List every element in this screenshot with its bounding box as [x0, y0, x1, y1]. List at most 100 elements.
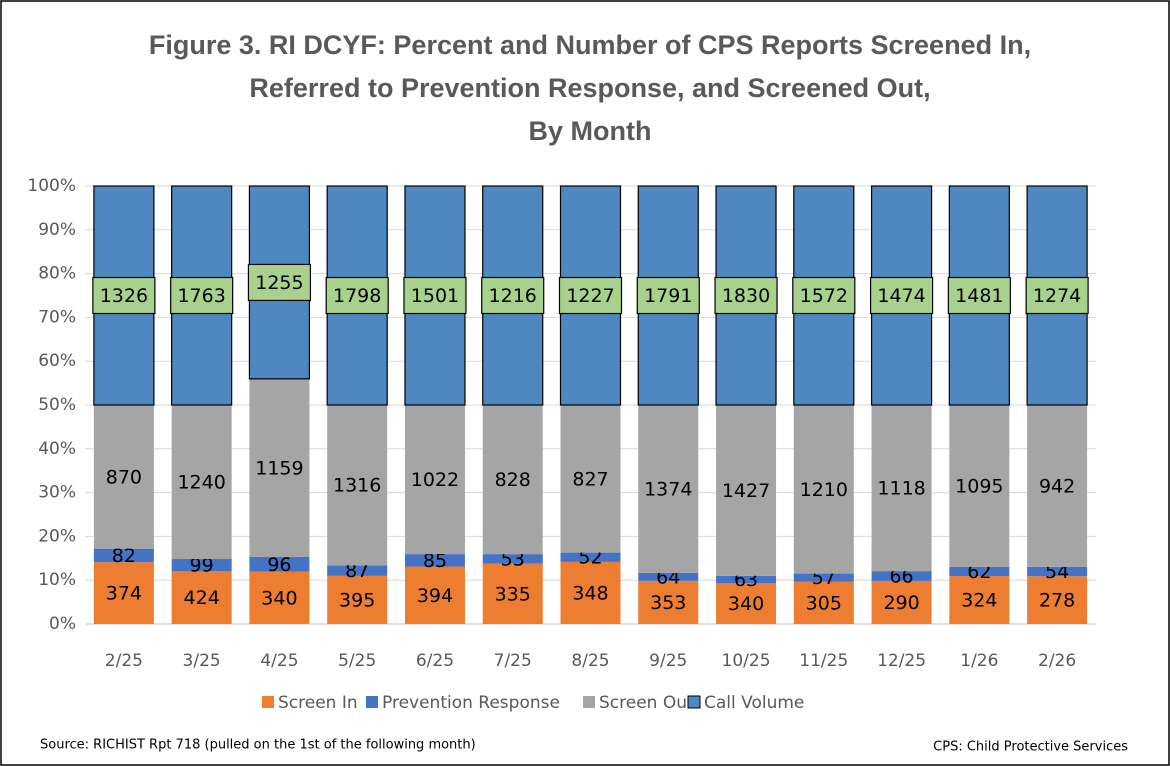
chart-title: Figure 3. RI DCYF: Percent and Number of… — [149, 30, 1031, 60]
legend-label: Prevention Response — [382, 693, 560, 713]
bar-segment — [560, 561, 621, 624]
bar-segment — [482, 554, 543, 564]
data-label: 340 — [728, 593, 764, 615]
bar-segment — [793, 573, 854, 582]
bar-segment — [327, 405, 388, 566]
data-label: 1501 — [411, 285, 459, 307]
bar-segment — [404, 405, 465, 555]
x-tick-label: 7/25 — [494, 651, 532, 671]
data-label: 324 — [961, 590, 997, 612]
data-label: 278 — [1039, 590, 1075, 612]
label-box — [481, 276, 545, 315]
bar-segment — [249, 378, 310, 557]
data-label: 305 — [806, 592, 842, 614]
data-label: 1481 — [955, 285, 1003, 307]
bar-segment — [638, 573, 699, 581]
bar-segment — [249, 571, 310, 624]
bar-segment — [949, 576, 1010, 624]
x-tick-label: 2/26 — [1038, 651, 1076, 671]
label-box — [558, 276, 623, 315]
data-label: 395 — [339, 589, 375, 611]
data-label: 1118 — [877, 478, 925, 500]
x-tick-label: 1/26 — [960, 651, 998, 671]
legend-swatch — [262, 696, 274, 708]
label-box — [325, 276, 389, 315]
data-label: 1830 — [722, 285, 770, 307]
bar-segment — [716, 575, 777, 584]
bar-segment — [793, 405, 854, 574]
data-label: 1274 — [1033, 285, 1081, 307]
label-box — [792, 276, 856, 315]
data-label: 1798 — [333, 285, 381, 307]
data-label: 827 — [572, 468, 608, 490]
data-label: 870 — [106, 466, 142, 488]
bar-segment — [871, 580, 932, 624]
y-tick-label: 0% — [49, 614, 76, 634]
x-tick-label: 4/25 — [260, 651, 298, 671]
data-label: 1474 — [877, 285, 925, 307]
bar-segment — [482, 563, 543, 624]
data-label: 1240 — [177, 472, 225, 494]
y-tick-label: 90% — [38, 220, 76, 240]
bar-segment — [716, 583, 777, 624]
legend-label: Screen Out — [599, 693, 694, 713]
bar-segment — [871, 571, 932, 581]
bar-segment — [793, 581, 854, 624]
data-label: 1572 — [800, 285, 848, 307]
data-label: 290 — [883, 592, 919, 614]
data-label: 348 — [572, 582, 608, 604]
data-label: 96 — [267, 554, 291, 576]
bar-segment — [327, 565, 388, 576]
bar-segment — [871, 405, 932, 572]
data-label: 1326 — [100, 285, 148, 307]
bar-segment — [1027, 566, 1088, 577]
bar-segment — [949, 566, 1010, 577]
y-tick-label: 60% — [38, 351, 76, 371]
data-label: 335 — [495, 583, 531, 605]
x-tick-label: 3/25 — [183, 651, 221, 671]
x-tick-label: 10/25 — [722, 651, 771, 671]
data-label: 1427 — [722, 480, 770, 502]
x-tick-label: 9/25 — [649, 651, 687, 671]
x-tick-label: 5/25 — [338, 651, 376, 671]
label-box — [92, 276, 156, 315]
y-tick-label: 70% — [38, 307, 76, 327]
bar-segment — [249, 556, 310, 572]
label-box — [170, 276, 234, 315]
bar-segment — [560, 405, 621, 553]
data-label: 1255 — [255, 272, 303, 294]
data-label: 340 — [261, 587, 297, 609]
x-tick-label: 11/25 — [799, 651, 848, 671]
bar-segment — [171, 571, 232, 624]
data-label: 1791 — [644, 285, 692, 307]
bar-segment — [1027, 576, 1088, 624]
label-box — [247, 263, 312, 302]
data-label: 942 — [1039, 475, 1075, 497]
bar-segment — [93, 405, 154, 549]
data-label: 424 — [184, 587, 220, 609]
data-label: 85 — [423, 550, 447, 572]
data-label: 1210 — [800, 479, 848, 501]
data-label: 1763 — [177, 285, 225, 307]
bar-segment — [171, 405, 232, 560]
data-label: 374 — [106, 583, 142, 605]
label-box — [403, 276, 467, 315]
data-label: 82 — [112, 545, 136, 567]
bar-segment — [404, 554, 465, 567]
data-label: 87 — [345, 560, 369, 582]
data-label: 828 — [495, 469, 531, 491]
chart-title: By Month — [529, 116, 652, 146]
bar-segment — [638, 580, 699, 624]
label-box — [1025, 276, 1089, 315]
data-label: 99 — [190, 555, 214, 577]
x-tick-label: 2/25 — [105, 651, 143, 671]
legend-swatch — [687, 695, 701, 709]
label-box — [636, 276, 700, 315]
y-tick-label: 20% — [38, 526, 76, 546]
bar-segment — [93, 548, 154, 563]
bar-segment — [560, 552, 621, 562]
data-label: 1374 — [644, 479, 692, 501]
bar-segment — [482, 405, 543, 555]
y-tick-label: 50% — [38, 395, 76, 415]
bar-segment — [327, 575, 388, 624]
